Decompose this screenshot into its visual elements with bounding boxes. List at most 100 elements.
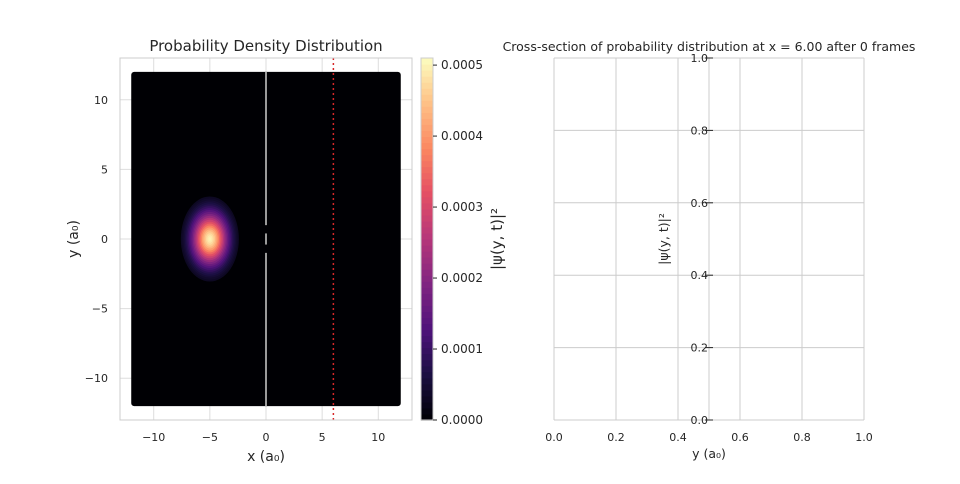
cross-section-y-tick-label: 0.8 (691, 124, 709, 137)
colorbar-segment (421, 245, 433, 252)
colorbar-segment (421, 377, 433, 385)
colorbar-frame (420, 57, 434, 421)
colorbar-segment (421, 166, 433, 174)
heatmap-x-tick-label: 0 (263, 431, 270, 444)
colorbar-segment (421, 263, 433, 270)
colorbar-segment (421, 347, 433, 355)
colorbar-segment (421, 178, 433, 186)
cross-section-y-tick-label: 0.2 (691, 342, 709, 355)
cross-section-x-ticks: 0.0 0.2 0.4 0.6 0.8 1.0 (545, 431, 873, 444)
heatmap-frame (119, 57, 413, 421)
colorbar-segment (421, 413, 433, 421)
colorbar-tick-label: 0.0001 (441, 342, 483, 356)
cross-section-y-tick-label: 0.0 (691, 414, 709, 427)
colorbar-tick-label: 0.0000 (441, 413, 483, 427)
cross-section-x-label: y (a₀) (692, 446, 726, 461)
colorbar-segment (421, 112, 433, 119)
heatmap-y-tick-label: 0 (101, 233, 108, 246)
heatmap-y-tick-label: −5 (92, 303, 108, 316)
heatmap-x-tick-label: 5 (319, 431, 326, 444)
colorbar-segment (421, 148, 433, 156)
colorbar-segment (421, 281, 433, 288)
colorbar-segment (421, 299, 433, 306)
colorbar-segment (421, 64, 433, 71)
colorbar-segment (421, 341, 433, 349)
colorbar-segment (421, 58, 433, 65)
heatmap-x-label: x (a₀) (247, 449, 285, 465)
colorbar-segment (421, 196, 433, 204)
colorbar-segment (421, 275, 433, 282)
colorbar-ticks: 0.0000 0.0001 0.0002 0.0003 0.0004 0.0005 (433, 58, 483, 427)
cross-section-x-tick-label: 1.0 (855, 431, 873, 444)
heatmap-x-tick-label: −10 (142, 431, 165, 444)
colorbar-segment (421, 136, 433, 144)
heatmap-y-tick-label: 5 (101, 163, 108, 176)
colorbar-segment (421, 106, 433, 113)
cross-section-y-ticks: 0.0 0.2 0.4 0.6 0.8 1.0 (691, 52, 713, 427)
colorbar-segment (421, 353, 433, 361)
colorbar-segment (421, 184, 433, 192)
colorbar-segment (421, 311, 433, 319)
colorbar-segment (421, 94, 433, 101)
colorbar-segment (421, 154, 433, 162)
colorbar-segment (421, 88, 433, 95)
colorbar-segment (421, 287, 433, 294)
colorbar-label: |ψ(y, t)|² (488, 208, 506, 270)
colorbar-segment (421, 365, 433, 373)
heatmap-x-tick-label: −5 (202, 431, 218, 444)
cross-section-x-tick-label: 0.6 (731, 431, 749, 444)
colorbar-segment (421, 323, 433, 331)
colorbar-segment (421, 407, 433, 415)
heatmap-title: Probability Density Distribution (149, 37, 382, 55)
colorbar-segment (421, 335, 433, 343)
density-contour (208, 237, 212, 241)
colorbar-segment (421, 70, 433, 77)
colorbar-segment (421, 82, 433, 89)
colorbar-segment (421, 389, 433, 397)
cross-section-y-label: |ψ(y, t)|² (656, 213, 671, 265)
colorbar-segment (421, 251, 433, 258)
colorbar-tick-label: 0.0003 (441, 200, 483, 214)
heatmap-y-tick-label: 10 (94, 94, 108, 107)
colorbar-segment (421, 226, 433, 234)
colorbar-segment (421, 100, 433, 107)
colorbar (421, 58, 433, 421)
colorbar-segment (421, 359, 433, 367)
colorbar-segment (421, 172, 433, 180)
heatmap-x-tick-label: 10 (371, 431, 385, 444)
colorbar-segment (421, 293, 433, 300)
colorbar-segment (421, 208, 433, 216)
colorbar-segment (421, 232, 433, 240)
colorbar-segment (421, 160, 433, 168)
colorbar-segment (421, 130, 433, 138)
colorbar-segment (421, 401, 433, 409)
colorbar-segment (421, 214, 433, 222)
colorbar-segment (421, 239, 433, 246)
colorbar-segment (421, 383, 433, 391)
heatmap-y-ticks: 10 5 0 −5 −10 (85, 94, 108, 385)
colorbar-segment (421, 124, 433, 131)
cross-section-x-tick-label: 0.2 (607, 431, 625, 444)
cross-section-title: Cross-section of probability distributio… (503, 39, 916, 54)
colorbar-segment (421, 190, 433, 198)
colorbar-segment (421, 76, 433, 83)
colorbar-segment (421, 202, 433, 210)
colorbar-segment (421, 269, 433, 276)
cross-section-x-tick-label: 0.8 (793, 431, 811, 444)
colorbar-segment (421, 257, 433, 264)
colorbar-tick-label: 0.0005 (441, 58, 483, 72)
colorbar-segment (421, 118, 433, 125)
heatmap-y-tick-label: −10 (85, 372, 108, 385)
cross-section-x-tick-label: 0.4 (669, 431, 687, 444)
cross-section-y-tick-label: 0.6 (691, 197, 709, 210)
colorbar-tick-label: 0.0004 (441, 129, 483, 143)
heatmap-x-ticks: −10 −5 0 5 10 (142, 431, 385, 444)
colorbar-segment (421, 305, 433, 312)
colorbar-segment (421, 317, 433, 325)
cross-section-y-tick-label: 0.4 (691, 269, 709, 282)
cross-section-y-tick-label: 1.0 (691, 52, 709, 65)
colorbar-tick-label: 0.0002 (441, 271, 483, 285)
colorbar-segment (421, 395, 433, 403)
